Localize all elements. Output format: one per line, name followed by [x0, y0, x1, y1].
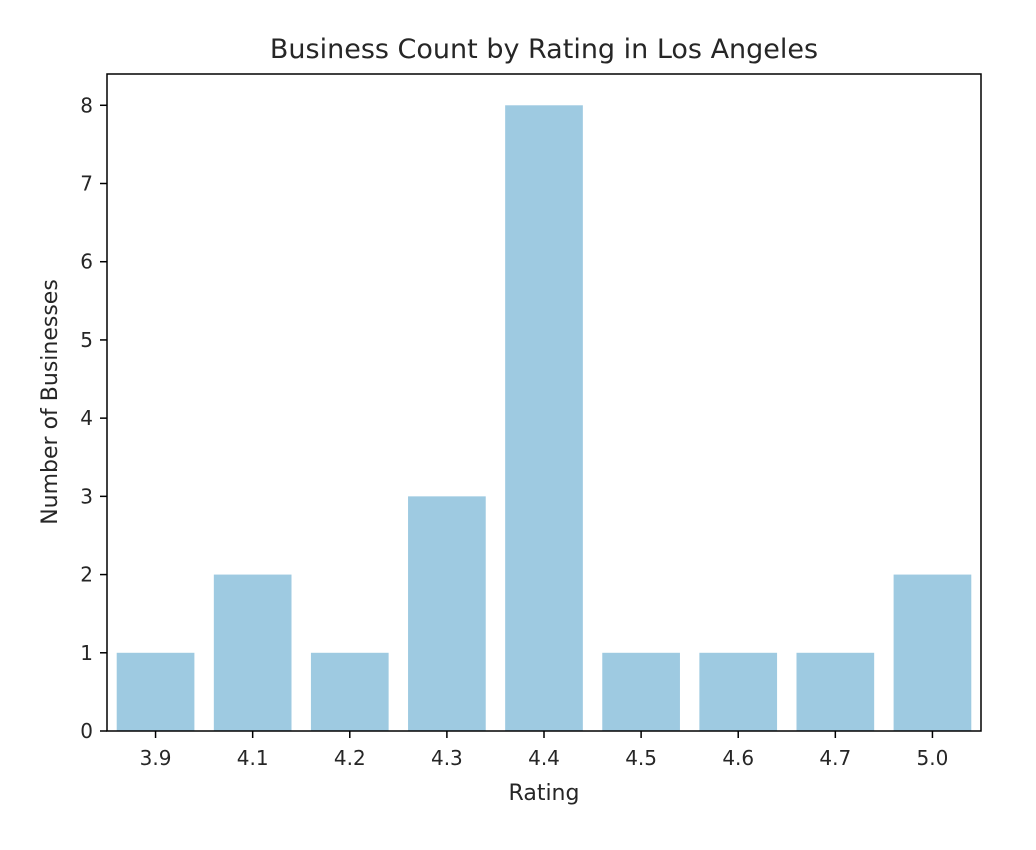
- y-tick-label: 7: [80, 172, 93, 196]
- x-tick-label: 4.2: [334, 746, 366, 770]
- chart-title: Business Count by Rating in Los Angeles: [270, 34, 818, 65]
- bars-layer: [116, 105, 972, 732]
- y-tick-label: 8: [80, 93, 93, 117]
- y-tick-label: 2: [80, 563, 93, 587]
- y-axis-label: Number of Businesses: [38, 279, 63, 525]
- x-axis: 3.9 4.1 4.2 4.3 4.4 4.5 4.6 4.7 5.0: [140, 731, 949, 770]
- bar-4.7: [796, 652, 875, 731]
- bar-4.4: [505, 105, 583, 732]
- bar-4.5: [602, 652, 680, 731]
- bar-3.9: [116, 652, 195, 731]
- y-tick-label: 1: [80, 641, 93, 665]
- y-tick-label: 5: [80, 328, 93, 352]
- x-tick-label: 4.4: [528, 746, 560, 770]
- x-tick-label: 4.7: [819, 746, 851, 770]
- bar-4.2: [310, 652, 389, 731]
- bar-4.3: [408, 496, 486, 731]
- x-axis-label: Rating: [509, 781, 580, 806]
- y-axis: 0 1 2 3 4 5 6 7 8: [80, 93, 107, 743]
- bar-5.0: [893, 574, 972, 731]
- x-tick-label: 3.9: [140, 746, 172, 770]
- x-tick-label: 4.1: [237, 746, 269, 770]
- x-tick-label: 5.0: [917, 746, 949, 770]
- bar-4.6: [699, 652, 778, 731]
- y-tick-label: 4: [80, 406, 93, 430]
- x-tick-label: 4.6: [722, 746, 754, 770]
- x-tick-label: 4.3: [431, 746, 463, 770]
- bar-4.1: [213, 574, 292, 731]
- x-tick-label: 4.5: [625, 746, 657, 770]
- y-tick-label: 0: [80, 719, 93, 743]
- y-tick-label: 3: [80, 484, 93, 508]
- y-tick-label: 6: [80, 250, 93, 274]
